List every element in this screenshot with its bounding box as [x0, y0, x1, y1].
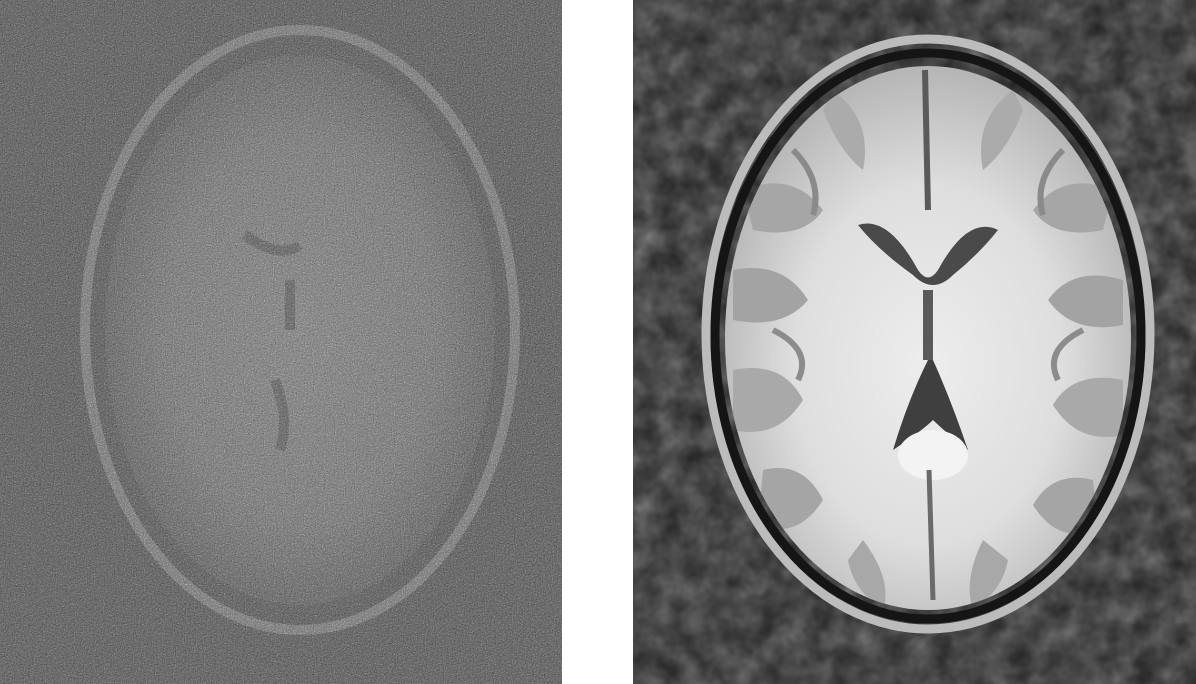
lateral-ventricles-anterior — [858, 223, 998, 285]
noisy-mri-image — [0, 0, 562, 684]
lateral-ventricles-posterior — [893, 360, 968, 450]
skull-dark-band — [710, 48, 1146, 624]
midline-fissure-bottom — [926, 469, 936, 601]
gray-matter-folds — [733, 90, 1123, 610]
denoised-mri-image — [633, 0, 1196, 684]
third-ventricle — [923, 290, 933, 360]
pineal-bright-region — [898, 430, 968, 480]
noisy-brain-slice — [0, 0, 562, 684]
denoised-brain-slice — [633, 0, 1196, 684]
outer-skull-ring — [701, 34, 1155, 634]
midline-fissure-top — [922, 69, 931, 211]
